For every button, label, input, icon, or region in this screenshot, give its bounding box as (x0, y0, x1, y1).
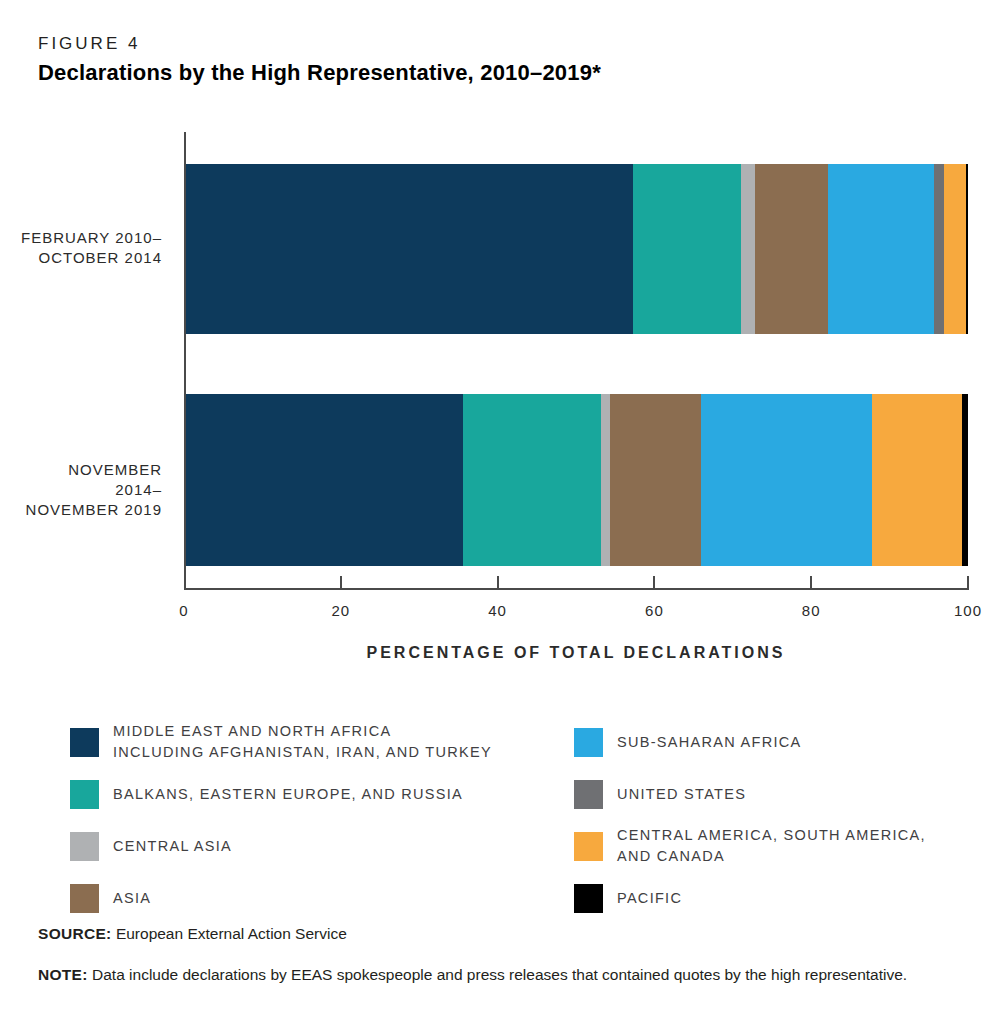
x-tick-mark-100 (967, 576, 969, 588)
bar-segment-balkans (633, 164, 741, 334)
bar-segment-asia (610, 394, 701, 566)
x-tick-label-0: 0 (179, 602, 188, 619)
x-tick-labels: 020406080100 (184, 602, 968, 624)
x-tick-label-20: 20 (331, 602, 350, 619)
x-tick-mark-20 (340, 576, 342, 588)
x-tick-mark-40 (497, 576, 499, 588)
category-label-line: FEBRUARY 2010– (20, 228, 162, 248)
bar-segment-mena (186, 164, 633, 334)
bar-nov2014-nov2019 (186, 394, 968, 566)
source-line: SOURCE: European External Action Service (38, 925, 347, 943)
legend-item: UNITED STATES (574, 768, 984, 820)
x-tick-label-40: 40 (488, 602, 507, 619)
bar-segment-central-asia (741, 164, 755, 334)
legend-label: ASIA (113, 888, 151, 909)
x-axis-line (184, 588, 969, 590)
x-tick-mark-80 (810, 576, 812, 588)
bar-segment-central-asia (601, 394, 610, 566)
legend-swatch (574, 832, 603, 861)
bar-segment-pacific (966, 164, 968, 334)
legend-swatch (574, 780, 603, 809)
legend-label: PACIFIC (617, 888, 682, 909)
category-label-feb2010-oct2014: FEBRUARY 2010–OCTOBER 2014 (20, 228, 162, 268)
legend-item: CENTRAL AMERICA, SOUTH AMERICA,AND CANAD… (574, 820, 984, 872)
legend-swatch (70, 728, 99, 757)
bar-segment-sub-saharan-africa (828, 164, 934, 334)
category-label-nov2014-nov2019: NOVEMBER 2014–NOVEMBER 2019 (20, 460, 162, 520)
note-text: Data include declarations by EEAS spokes… (92, 966, 907, 983)
figure-number: FIGURE 4 (38, 34, 140, 54)
bar-feb2010-oct2014 (186, 164, 968, 334)
legend-swatch (70, 780, 99, 809)
legend-item: CENTRAL ASIA (70, 820, 540, 872)
plot-area (184, 132, 968, 590)
category-label-line: NOVEMBER 2014– (20, 460, 162, 500)
x-tick-mark-60 (653, 576, 655, 588)
legend-label: CENTRAL ASIA (113, 836, 232, 857)
category-label-line: NOVEMBER 2019 (20, 500, 162, 520)
x-tick-label-60: 60 (645, 602, 664, 619)
source-label: SOURCE: (38, 925, 112, 942)
bar-segment-mena (186, 394, 463, 566)
bar-segment-central-america (944, 164, 965, 334)
legend-label: SUB-SAHARAN AFRICA (617, 732, 802, 753)
legend-item: PACIFIC (574, 872, 984, 924)
legend-label: UNITED STATES (617, 784, 746, 805)
legend-column-2: SUB-SAHARAN AFRICA UNITED STATES CENTRAL A… (574, 716, 984, 924)
x-tick-label-80: 80 (802, 602, 821, 619)
x-tick-label-100: 100 (954, 602, 982, 619)
bar-segment-sub-saharan-africa (701, 394, 872, 566)
bar-segment-asia (755, 164, 828, 334)
legend-swatch (70, 832, 99, 861)
legend-item: ASIA (70, 872, 540, 924)
legend-column-1: MIDDLE EAST AND NORTH AFRICAINCLUDING AF… (70, 716, 540, 924)
x-axis-title: PERCENTAGE OF TOTAL DECLARATIONS (184, 644, 968, 662)
legend-label: BALKANS, EASTERN EUROPE, AND RUSSIA (113, 784, 463, 805)
note-line: NOTE: Data include declarations by EEAS … (38, 966, 907, 984)
legend-item: BALKANS, EASTERN EUROPE, AND RUSSIA (70, 768, 540, 820)
chart-title: Declarations by the High Representative,… (38, 60, 601, 86)
legend-label: MIDDLE EAST AND NORTH AFRICAINCLUDING AF… (113, 721, 492, 763)
source-text: European External Action Service (116, 925, 347, 942)
note-label: NOTE: (38, 966, 88, 983)
legend-item: MIDDLE EAST AND NORTH AFRICAINCLUDING AF… (70, 716, 540, 768)
bar-segment-pacific (962, 394, 968, 566)
bar-segment-balkans (463, 394, 601, 566)
bar-segment-central-america (872, 394, 962, 566)
legend-swatch (574, 884, 603, 913)
bar-segment-united-states (934, 164, 945, 334)
legend-swatch (574, 728, 603, 757)
legend-item: SUB-SAHARAN AFRICA (574, 716, 984, 768)
category-label-line: OCTOBER 2014 (20, 248, 162, 268)
legend-swatch (70, 884, 99, 913)
legend-label: CENTRAL AMERICA, SOUTH AMERICA,AND CANAD… (617, 825, 926, 867)
figure-page: FIGURE 4 Declarations by the High Repres… (0, 0, 1000, 1012)
